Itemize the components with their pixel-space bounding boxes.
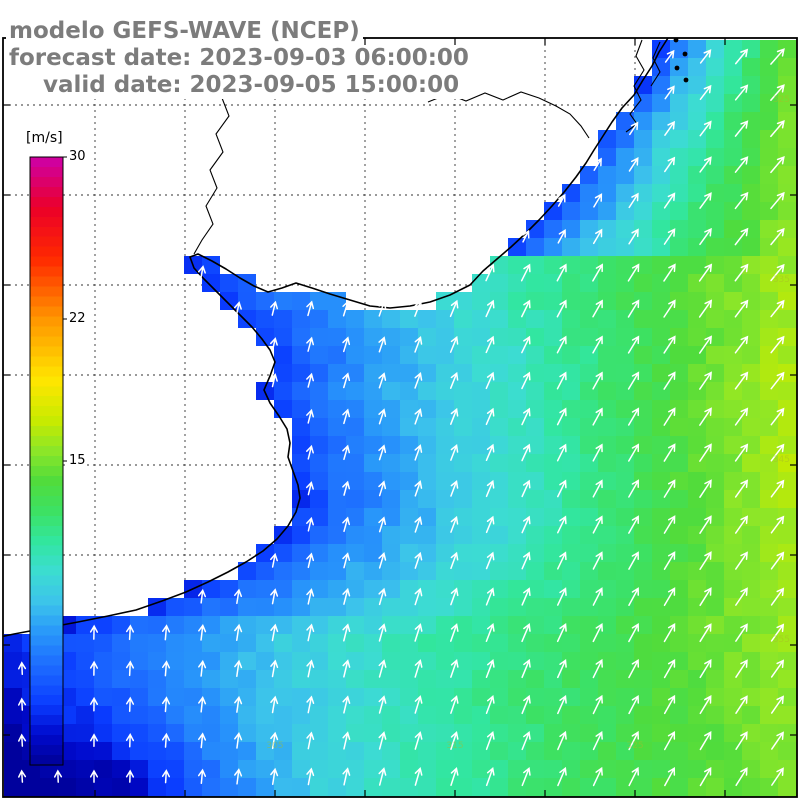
svg-text:345: 345 xyxy=(773,455,790,465)
svg-text:355: 355 xyxy=(773,635,790,645)
colorbar-unit-label: [m/s] xyxy=(24,130,65,146)
colorbar-tick-label: 22 xyxy=(69,311,86,327)
islands xyxy=(673,38,689,83)
valid-date-label: valid date: 2023-09-05 15:00:00 xyxy=(40,72,463,99)
direction-arrows xyxy=(17,48,785,787)
svg-text:315: 315 xyxy=(446,741,463,751)
colorbar-tick-label: 30 xyxy=(69,149,86,164)
svg-text:305: 305 xyxy=(266,741,283,751)
coastline xyxy=(3,38,669,638)
svg-text:325: 325 xyxy=(773,95,790,105)
svg-text:325: 325 xyxy=(626,741,643,751)
colorbar xyxy=(29,156,67,766)
colorbar-tick-label: 15 xyxy=(69,453,86,468)
forecast-date-label: forecast date: 2023-09-03 06:00:00 xyxy=(6,45,472,72)
model-title: modelo GEFS-WAVE (NCEP) xyxy=(6,18,363,45)
axes-frame xyxy=(2,37,798,798)
svg-text:335: 335 xyxy=(773,275,790,285)
title-block: modelo GEFS-WAVE (NCEP) forecast date: 2… xyxy=(6,18,472,99)
graticule-labels: 325 335 345 355 305 315 325 xyxy=(266,95,790,751)
